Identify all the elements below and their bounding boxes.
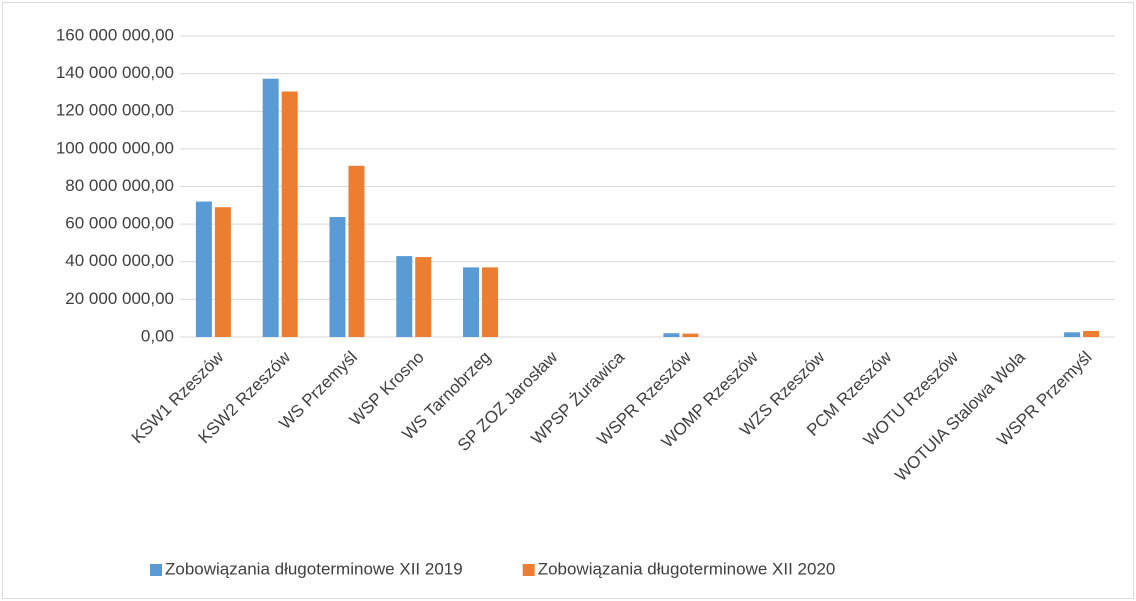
bar bbox=[463, 267, 480, 337]
y-tick-label: 20 000 000,00 bbox=[65, 289, 174, 308]
bar bbox=[195, 201, 212, 337]
legend-swatch bbox=[522, 564, 535, 576]
bar bbox=[1064, 332, 1081, 337]
y-tick-label: 80 000 000,00 bbox=[65, 176, 174, 195]
bar bbox=[663, 333, 680, 337]
bar bbox=[348, 165, 365, 337]
y-tick-label: 100 000 000,00 bbox=[56, 138, 174, 157]
bar bbox=[396, 256, 413, 337]
bar bbox=[281, 91, 298, 337]
y-tick-label: 0,00 bbox=[141, 326, 174, 345]
legend-swatch bbox=[150, 564, 162, 576]
y-tick-label: 40 000 000,00 bbox=[65, 251, 174, 270]
bar bbox=[262, 78, 279, 337]
legend-label: Zobowiązania długoterminowe XII 2020 bbox=[538, 559, 836, 578]
bar bbox=[682, 333, 699, 337]
y-tick-label: 160 000 000,00 bbox=[56, 25, 174, 44]
bar bbox=[1083, 330, 1100, 337]
bar bbox=[415, 257, 432, 337]
y-tick-label: 120 000 000,00 bbox=[56, 101, 174, 120]
legend-label: Zobowiązania długoterminowe XII 2019 bbox=[165, 559, 463, 578]
bar bbox=[482, 267, 499, 337]
y-tick-label: 60 000 000,00 bbox=[65, 214, 174, 233]
bar bbox=[214, 207, 231, 337]
bar bbox=[329, 216, 346, 337]
y-tick-label: 140 000 000,00 bbox=[56, 63, 174, 82]
